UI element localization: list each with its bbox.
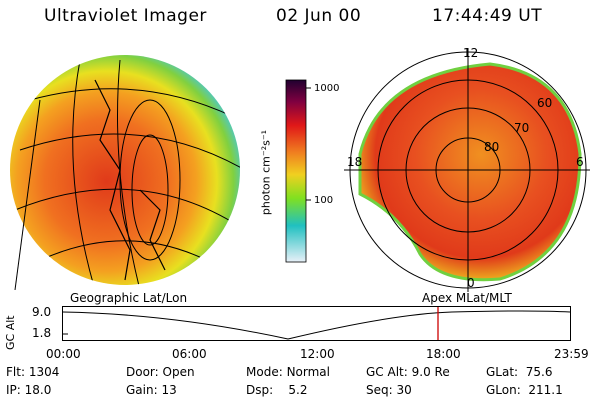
dsp-status: Dsp: 5.2 (246, 383, 308, 397)
timeline-xtick-3: 18:00 (426, 347, 461, 361)
date-label: 02 Jun 00 (276, 6, 362, 26)
colorbar-tick-1000: 1000 (314, 83, 340, 94)
timeline-xtick-1: 06:00 (172, 347, 207, 361)
timeline-plot (62, 306, 571, 341)
timeline-ytick-bottom: 1.8 (32, 326, 52, 340)
glon-status: GLon: 211.1 (486, 383, 563, 397)
ip-status: IP: 18.0 (6, 383, 52, 397)
flt-status: Flt: 1304 (6, 365, 60, 379)
lat-60-label: 60 (537, 96, 553, 110)
apex-label: Apex MLat/MLT (422, 291, 512, 305)
mlt-12-label: 12 (463, 46, 479, 60)
polar-plot (344, 48, 590, 292)
earth-disk (10, 55, 240, 285)
colorbar-unit-label: photon cm⁻²s⁻¹ (259, 129, 273, 216)
app-title: Ultraviolet Imager (44, 6, 207, 26)
geographic-image (10, 55, 240, 290)
timeline-xtick-4: 23:59 (554, 347, 589, 361)
timeline-xtick-2: 12:00 (300, 347, 335, 361)
colorbar (285, 79, 311, 263)
lat-70-label: 70 (514, 121, 530, 135)
timeline-xtick-0: 00:00 (46, 347, 81, 361)
mlt-6-label: 6 (576, 155, 584, 169)
mode-status: Mode: Normal (246, 365, 330, 379)
door-status: Door: Open (126, 365, 195, 379)
timeline-ytick-top: 9.0 (32, 305, 52, 319)
mlt-18-label: 18 (347, 155, 363, 169)
timeline-axis-label: GC Alt (4, 315, 17, 350)
gain-status: Gain: 13 (126, 383, 177, 397)
gcalt-status: GC Alt: 9.0 Re (366, 365, 450, 379)
geographic-label: Geographic Lat/Lon (70, 291, 188, 305)
lat-80-label: 80 (484, 140, 500, 154)
mlt-0-label: 0 (467, 276, 475, 290)
glat-status: GLat: 75.6 (486, 365, 553, 379)
seq-status: Seq: 30 (366, 383, 412, 397)
colorbar-tick-100: 100 (314, 195, 334, 206)
time-label: 17:44:49 UT (432, 6, 543, 26)
